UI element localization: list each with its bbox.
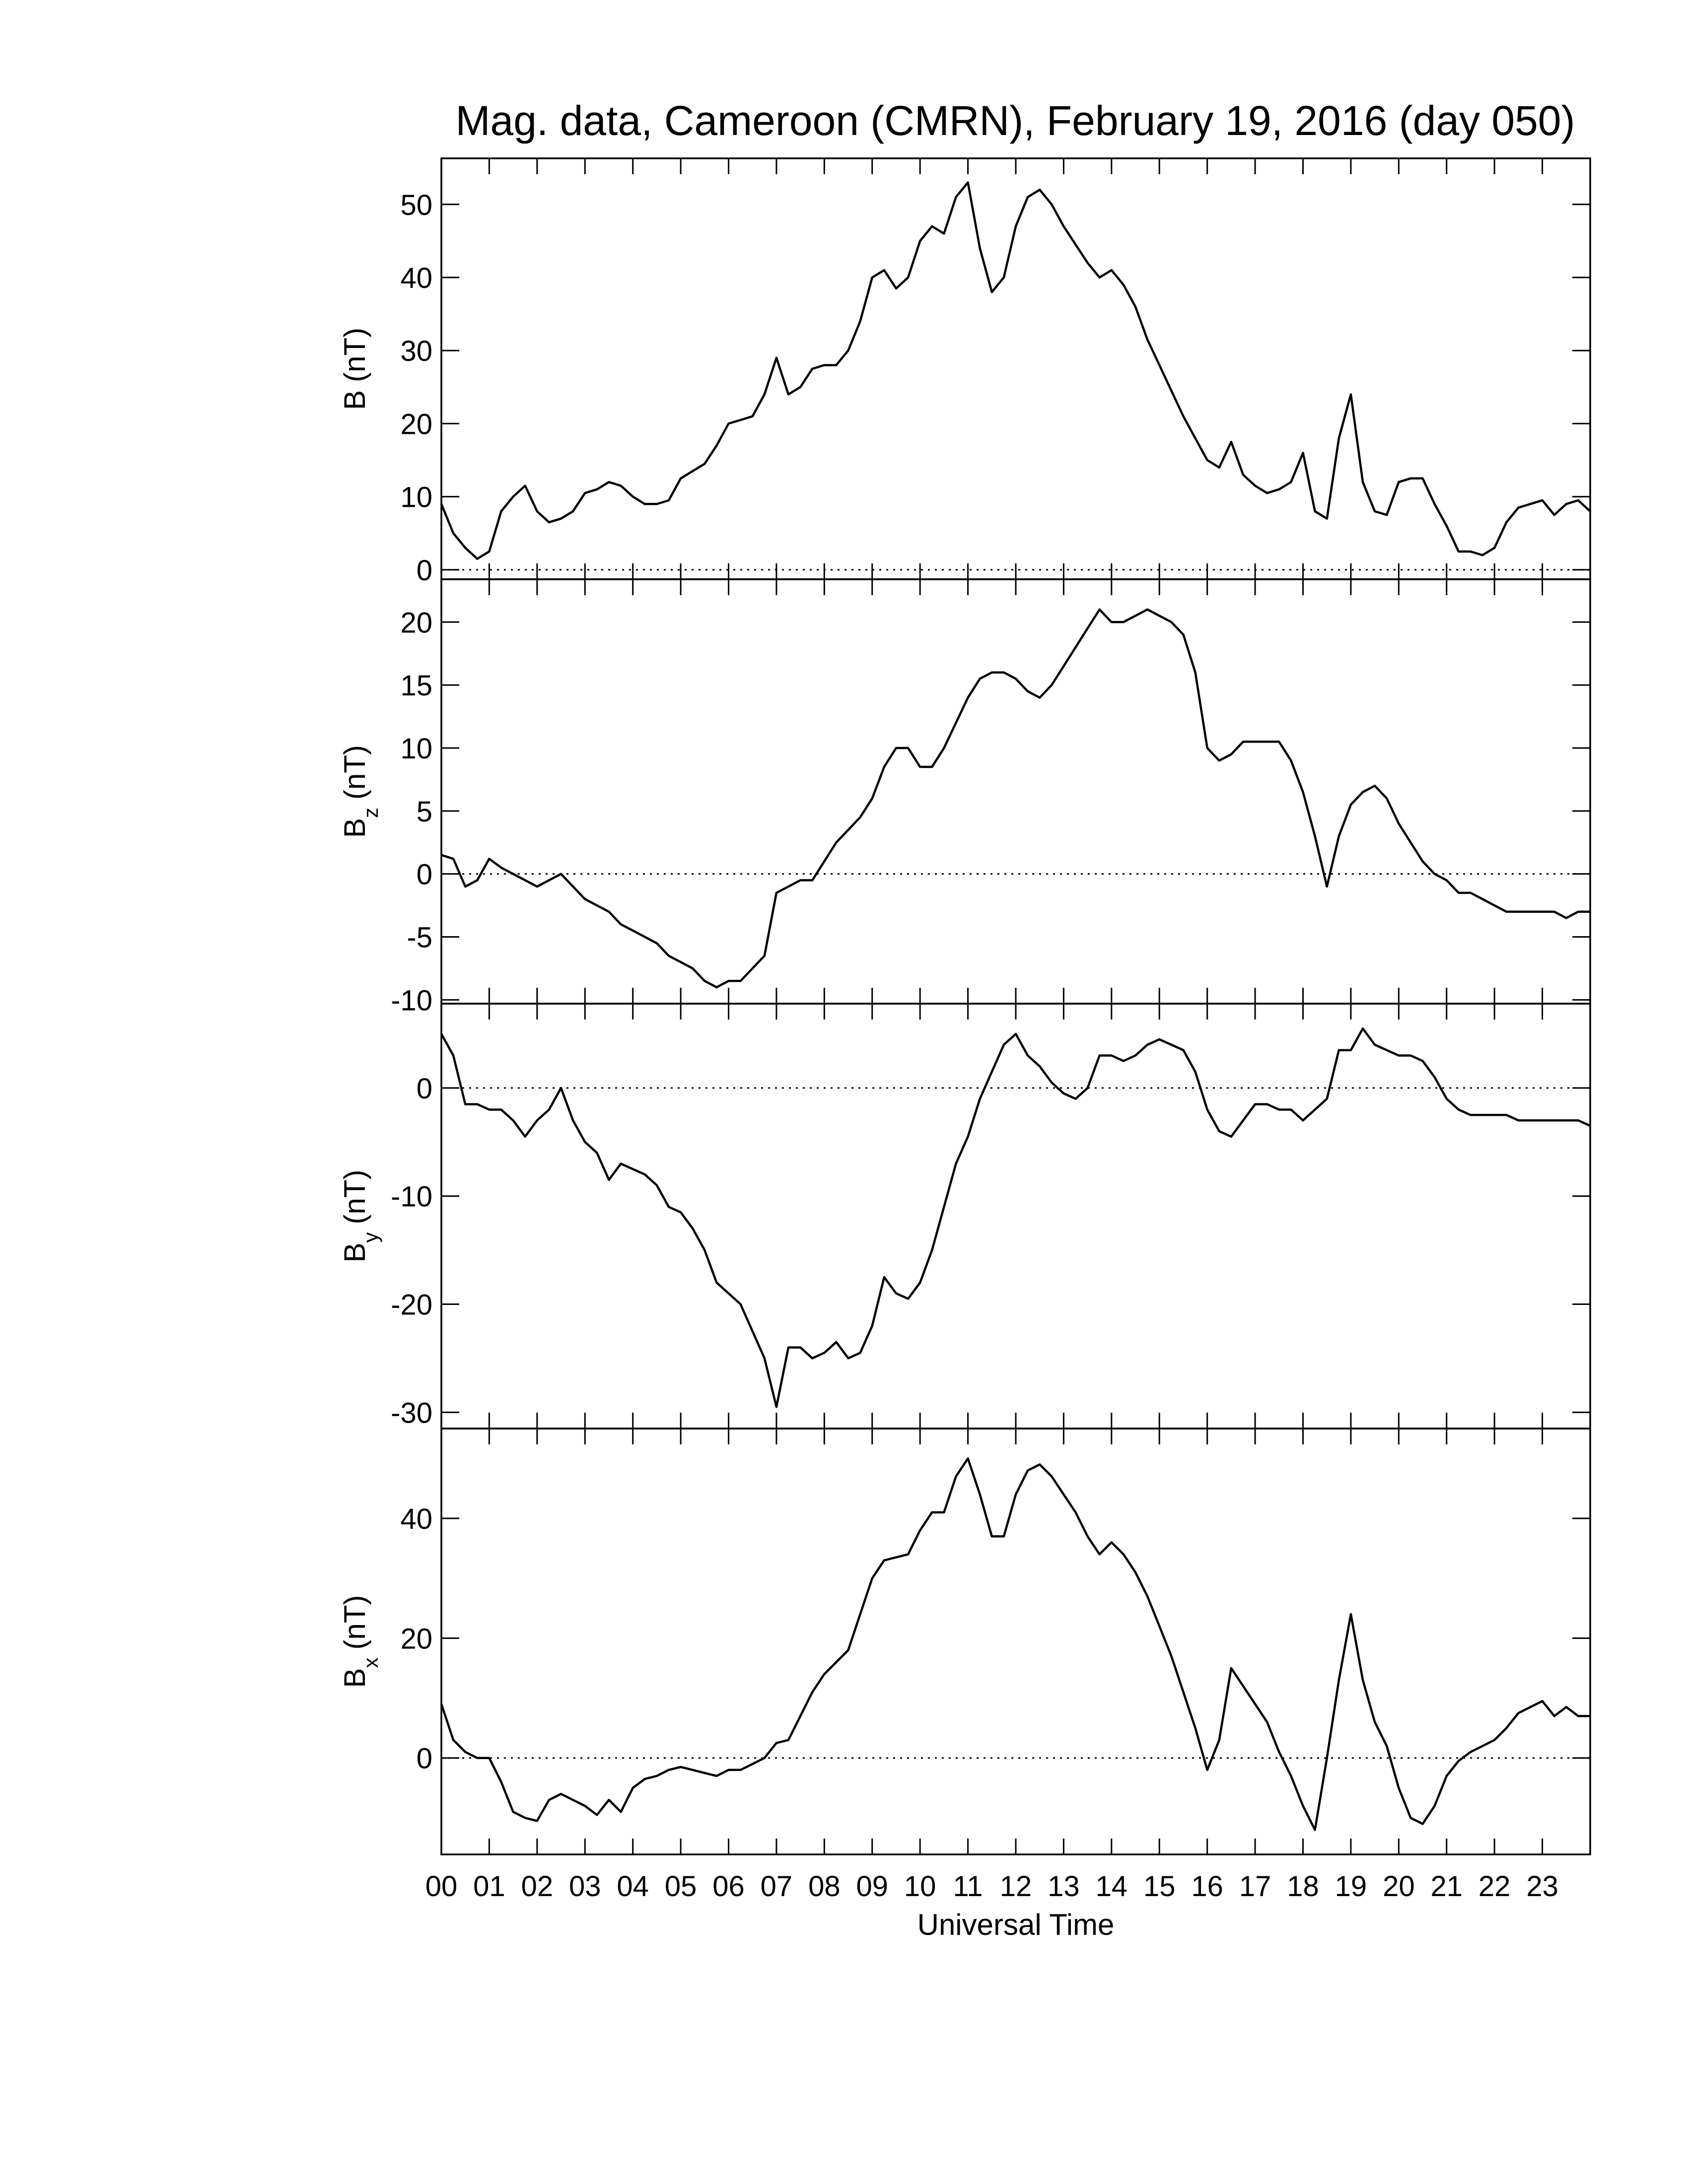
y-axis-label: Bz (nT) (338, 745, 382, 838)
y-tick-label: 10 (400, 733, 432, 765)
y-tick-label: 50 (400, 189, 432, 221)
x-tick-label: 06 (712, 1870, 745, 1903)
y-label-subscript: z (359, 808, 382, 818)
y-label-unit: (nT) (338, 745, 371, 800)
x-tick-label: 03 (569, 1870, 601, 1903)
y-tick-label: 10 (400, 481, 432, 514)
x-tick-label: 11 (953, 1870, 983, 1903)
y-label-unit: (nT) (338, 1595, 371, 1649)
y-tick-label: 20 (400, 1623, 432, 1655)
x-tick-label: 00 (425, 1870, 458, 1903)
y-tick-label: -5 (407, 922, 432, 954)
y-tick-label: 0 (417, 554, 432, 587)
x-tick-label: 13 (1048, 1870, 1080, 1903)
chart-title: Mag. data, Cameroon (CMRN), February 19,… (456, 97, 1575, 144)
x-tick-label: 02 (521, 1870, 554, 1903)
y-axis-label: B (nT) (338, 328, 371, 410)
x-tick-label: 09 (856, 1870, 888, 1903)
x-tick-label: 05 (665, 1870, 697, 1903)
x-tick-label: 08 (808, 1870, 841, 1903)
x-tick-label: 16 (1191, 1870, 1223, 1903)
data-line (441, 608, 1590, 989)
y-label-symbol: B (338, 390, 371, 410)
y-tick-label: -20 (391, 1289, 432, 1321)
y-tick-label: 5 (417, 796, 432, 828)
y-label-symbol: B (338, 1242, 371, 1262)
y-label-unit: (nT) (338, 328, 371, 382)
y-label-symbol: B (338, 1668, 371, 1688)
x-tick-label: 12 (1000, 1870, 1032, 1903)
plot-frame (440, 1428, 1591, 1855)
y-tick-label: -30 (391, 1397, 432, 1429)
x-tick-label: 23 (1526, 1870, 1558, 1903)
x-tick-label: 01 (473, 1870, 505, 1903)
x-tick-label: 10 (904, 1870, 936, 1903)
y-label-symbol: B (338, 818, 371, 838)
y-label-subscript: y (359, 1232, 382, 1242)
x-tick-label: 21 (1430, 1870, 1463, 1903)
data-line (440, 1027, 1591, 1408)
y-tick-label: 15 (400, 670, 432, 702)
y-tick-label: 0 (417, 859, 432, 891)
x-tick-label: 19 (1335, 1870, 1367, 1903)
x-tick-label: 14 (1096, 1870, 1128, 1903)
y-label-unit: (nT) (338, 1169, 371, 1224)
y-tick-label: 40 (400, 262, 432, 294)
data-line (440, 1457, 1590, 1831)
x-tick-label: 04 (617, 1870, 649, 1903)
y-tick-label: 30 (400, 335, 432, 367)
x-tick-label: 17 (1239, 1870, 1271, 1903)
x-tick-label: 18 (1287, 1870, 1319, 1903)
y-label-subscript: x (359, 1657, 382, 1668)
y-axis-label: Bx (nT) (338, 1595, 382, 1688)
y-tick-label: -10 (391, 984, 432, 1017)
y-axis-label: By (nT) (338, 1169, 382, 1262)
y-tick-label: 40 (400, 1503, 432, 1535)
y-tick-label: 20 (400, 607, 432, 639)
y-tick-label: 0 (417, 1743, 432, 1775)
y-tick-label: 20 (400, 408, 432, 440)
y-tick-label: -10 (391, 1181, 432, 1213)
x-tick-label: 15 (1143, 1870, 1176, 1903)
y-tick-label: 0 (417, 1073, 432, 1105)
x-axis-label: Universal Time (917, 1908, 1115, 1941)
x-tick-label: 22 (1478, 1870, 1511, 1903)
x-tick-label: 07 (761, 1870, 793, 1903)
x-tick-label: 20 (1383, 1870, 1415, 1903)
data-line (440, 181, 1591, 560)
